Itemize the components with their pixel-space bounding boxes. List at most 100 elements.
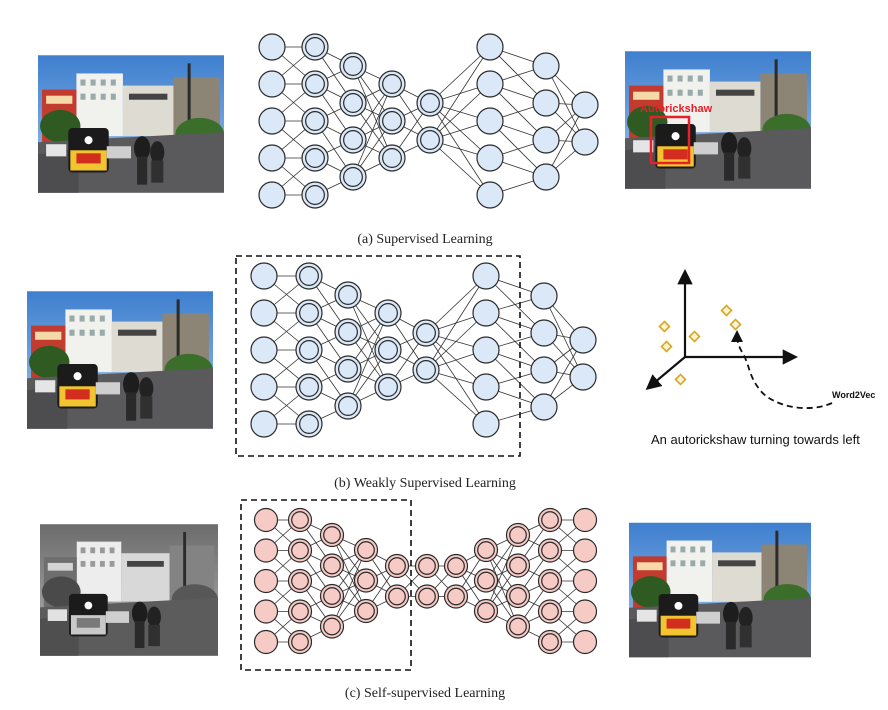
- network-node: [253, 507, 279, 533]
- network-edge: [425, 275, 487, 334]
- network-node: [253, 599, 279, 624]
- neural-network-supervised: [258, 33, 599, 209]
- network-node-inner-ring: [541, 633, 559, 651]
- network-node-inner-ring: [343, 130, 363, 150]
- network-node: [472, 410, 500, 438]
- network-node: [250, 410, 278, 438]
- network-node-inner-ring: [343, 56, 363, 76]
- network-node-inner-ring: [343, 93, 363, 113]
- network-node: [250, 373, 278, 401]
- network-node-inner-ring: [291, 602, 309, 621]
- network-node: [258, 144, 286, 172]
- output-photo-detection: [625, 51, 811, 189]
- network-node-inner-ring: [323, 587, 341, 605]
- network-node-inner-ring: [291, 572, 309, 590]
- network-node: [476, 33, 504, 61]
- network-node: [571, 128, 599, 156]
- network-node: [571, 91, 599, 119]
- embedding-point: [658, 320, 671, 333]
- network-edge: [429, 83, 491, 141]
- input-photo-street-color: [38, 55, 224, 193]
- network-node-inner-ring: [388, 587, 406, 606]
- network-node-inner-ring: [357, 541, 375, 559]
- network-node: [472, 262, 500, 290]
- network-node-inner-ring: [357, 571, 375, 590]
- network-node: [250, 262, 278, 290]
- network-edge: [429, 46, 491, 104]
- network-node-inner-ring: [299, 377, 319, 397]
- embedding-point: [720, 304, 733, 317]
- network-node-inner-ring: [305, 185, 325, 205]
- network-node: [569, 326, 597, 354]
- network-node: [530, 356, 558, 384]
- network-node-inner-ring: [338, 396, 358, 416]
- network-node: [532, 163, 560, 191]
- network-node-inner-ring: [338, 359, 358, 379]
- network-node-inner-ring: [541, 511, 559, 529]
- network-node-inner-ring: [338, 285, 358, 305]
- network-node: [572, 568, 598, 594]
- network-node-inner-ring: [541, 572, 559, 590]
- network-node-inner-ring: [299, 340, 319, 360]
- network-node-inner-ring: [420, 130, 440, 150]
- network-node: [532, 89, 560, 117]
- network-edge: [347, 312, 389, 407]
- network-node: [258, 107, 286, 135]
- embedding-space-axes: [645, 268, 799, 390]
- network-node-inner-ring: [509, 617, 527, 636]
- network-node-inner-ring: [420, 93, 440, 113]
- input-photo-street-color-2: [27, 291, 213, 429]
- network-node-inner-ring: [509, 587, 527, 605]
- network-node: [572, 538, 598, 563]
- network-node-inner-ring: [382, 74, 402, 94]
- network-node-inner-ring: [299, 303, 319, 323]
- embedding-points: [658, 304, 742, 386]
- network-node: [572, 507, 598, 533]
- network-node: [572, 629, 598, 655]
- network-node: [258, 70, 286, 98]
- network-node-inner-ring: [357, 602, 375, 620]
- word2vec-arrow-head: [731, 330, 743, 342]
- network-node-inner-ring: [477, 541, 495, 559]
- network-node-inner-ring: [291, 511, 309, 529]
- network-node: [476, 70, 504, 98]
- network-node-inner-ring: [299, 266, 319, 286]
- network-edges: [265, 519, 586, 643]
- network-node: [250, 299, 278, 327]
- network-node: [253, 629, 279, 655]
- caption-supervised: (a) Supervised Learning: [357, 232, 492, 247]
- network-edge: [425, 275, 487, 371]
- network-node-inner-ring: [305, 37, 325, 57]
- network-node-inner-ring: [382, 111, 402, 131]
- network-node-inner-ring: [418, 557, 436, 575]
- network-node: [532, 52, 560, 80]
- network-node-inner-ring: [477, 602, 495, 620]
- network-node-inner-ring: [291, 633, 309, 651]
- network-node: [530, 319, 558, 347]
- network-node-inner-ring: [291, 541, 309, 560]
- embedding-point: [660, 340, 673, 353]
- frozen-encoder-dashed-box: [235, 255, 521, 457]
- caption-weakly-supervised: (b) Weakly Supervised Learning: [334, 476, 516, 491]
- network-node: [258, 33, 286, 61]
- network-node: [253, 568, 279, 594]
- network-node-inner-ring: [418, 587, 436, 606]
- network-node: [472, 373, 500, 401]
- word2vec-label: Word2Vec: [832, 390, 875, 400]
- network-node: [530, 282, 558, 310]
- axis-arrow-diagonal: [645, 356, 686, 390]
- network-node-inner-ring: [541, 602, 559, 621]
- network-node: [472, 336, 500, 364]
- network-node: [572, 599, 598, 624]
- network-edge: [545, 104, 586, 178]
- network-node-inner-ring: [305, 148, 325, 168]
- network-node-inner-ring: [388, 557, 406, 575]
- network-node: [250, 336, 278, 364]
- network-node: [476, 107, 504, 135]
- network-node: [476, 181, 504, 209]
- network-node-inner-ring: [416, 323, 436, 343]
- network-node: [532, 126, 560, 154]
- network-node-inner-ring: [416, 360, 436, 380]
- output-photo-colorized: [629, 522, 811, 658]
